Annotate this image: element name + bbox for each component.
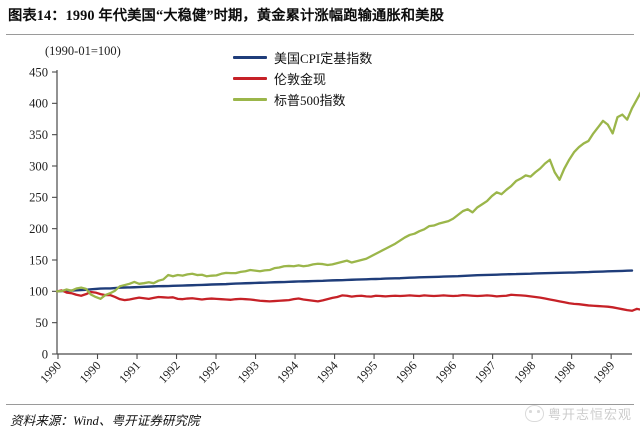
plot-area: 0 50 100 150 200 250 300 350 400 450 1990 1990 1991… [29, 65, 640, 386]
legend-item-cpi[interactable]: 美国CPI定基指数 [233, 48, 513, 67]
x-tick-label: 1990 [77, 358, 104, 386]
legend-label-spx: 标普500指数 [274, 93, 346, 108]
y-tick-label: 100 [29, 285, 48, 299]
legend-swatch-cpi [233, 55, 267, 60]
source-note: 资料来源：Wind、粤开证券研究院 [10, 414, 200, 428]
x-tick-label: 1993 [235, 358, 262, 386]
y-tick-label: 150 [29, 253, 48, 267]
x-tick-label: 1998 [551, 358, 578, 386]
y-tick-label: 50 [35, 316, 48, 330]
series-line-gold [55, 289, 640, 312]
y-axis-ticks: 0 50 100 150 200 250 300 350 400 450 [29, 65, 57, 361]
wechat-icon [524, 405, 544, 422]
title-bar: 图表14：1990 年代美国“大稳健”时期，黄金累计涨幅跑输通胀和美股 [8, 6, 632, 32]
x-tick-label: 1994 [274, 358, 301, 386]
legend-item-spx[interactable]: 标普500指数 [233, 90, 513, 109]
line-chart-svg: 0 50 100 150 200 250 300 350 400 450 1990 1990 1991… [29, 65, 640, 386]
x-tick-label: 1996 [393, 358, 420, 386]
y-tick-label: 250 [29, 191, 48, 205]
x-tick-label: 1997 [472, 358, 499, 386]
page-title: 图表14：1990 年代美国“大稳健”时期，黄金累计涨幅跑输通胀和美股 [8, 8, 444, 24]
y-tick-label: 450 [29, 65, 48, 79]
y-tick-label: 400 [29, 97, 48, 111]
watermark-label: 粤开志恒宏观 [547, 407, 632, 422]
x-tick-label: 1991 [116, 358, 143, 386]
x-tick-label: 1994 [314, 358, 341, 386]
x-tick-label: 1992 [195, 358, 222, 386]
series-line-cpi [55, 269, 634, 293]
x-tick-label: 1999 [590, 358, 617, 386]
chart-legend: 美国CPI定基指数 伦敦金现 标普500指数 [233, 48, 513, 111]
x-tick-label: 1996 [432, 358, 459, 386]
x-tick-label: 1992 [156, 358, 183, 386]
x-tick-label: 1990 [37, 358, 64, 386]
legend-label-gold: 伦敦金现 [274, 72, 327, 87]
legend-label-cpi: 美国CPI定基指数 [274, 51, 373, 66]
legend-swatch-gold [233, 76, 267, 81]
title-divider [6, 34, 634, 35]
series-line-spx [55, 91, 640, 300]
data-series-group [55, 91, 640, 312]
x-tick-label: 1998 [511, 358, 538, 386]
y-tick-label: 200 [29, 222, 48, 236]
y-tick-label: 0 [42, 347, 48, 361]
y-tick-label: 300 [29, 159, 48, 173]
x-tick-label: 1995 [353, 358, 380, 386]
y-tick-label: 350 [29, 128, 48, 142]
legend-swatch-spx [233, 97, 267, 102]
units-note: (1990-01=100) [45, 44, 121, 58]
footer-divider [6, 404, 634, 405]
watermark: 粤开志恒宏观 [524, 404, 632, 423]
legend-item-gold[interactable]: 伦敦金现 [233, 69, 513, 88]
x-axis-ticks: 1990 1990 1991 1992 1992 1993 1994 1994 1995 1996… [37, 354, 617, 386]
